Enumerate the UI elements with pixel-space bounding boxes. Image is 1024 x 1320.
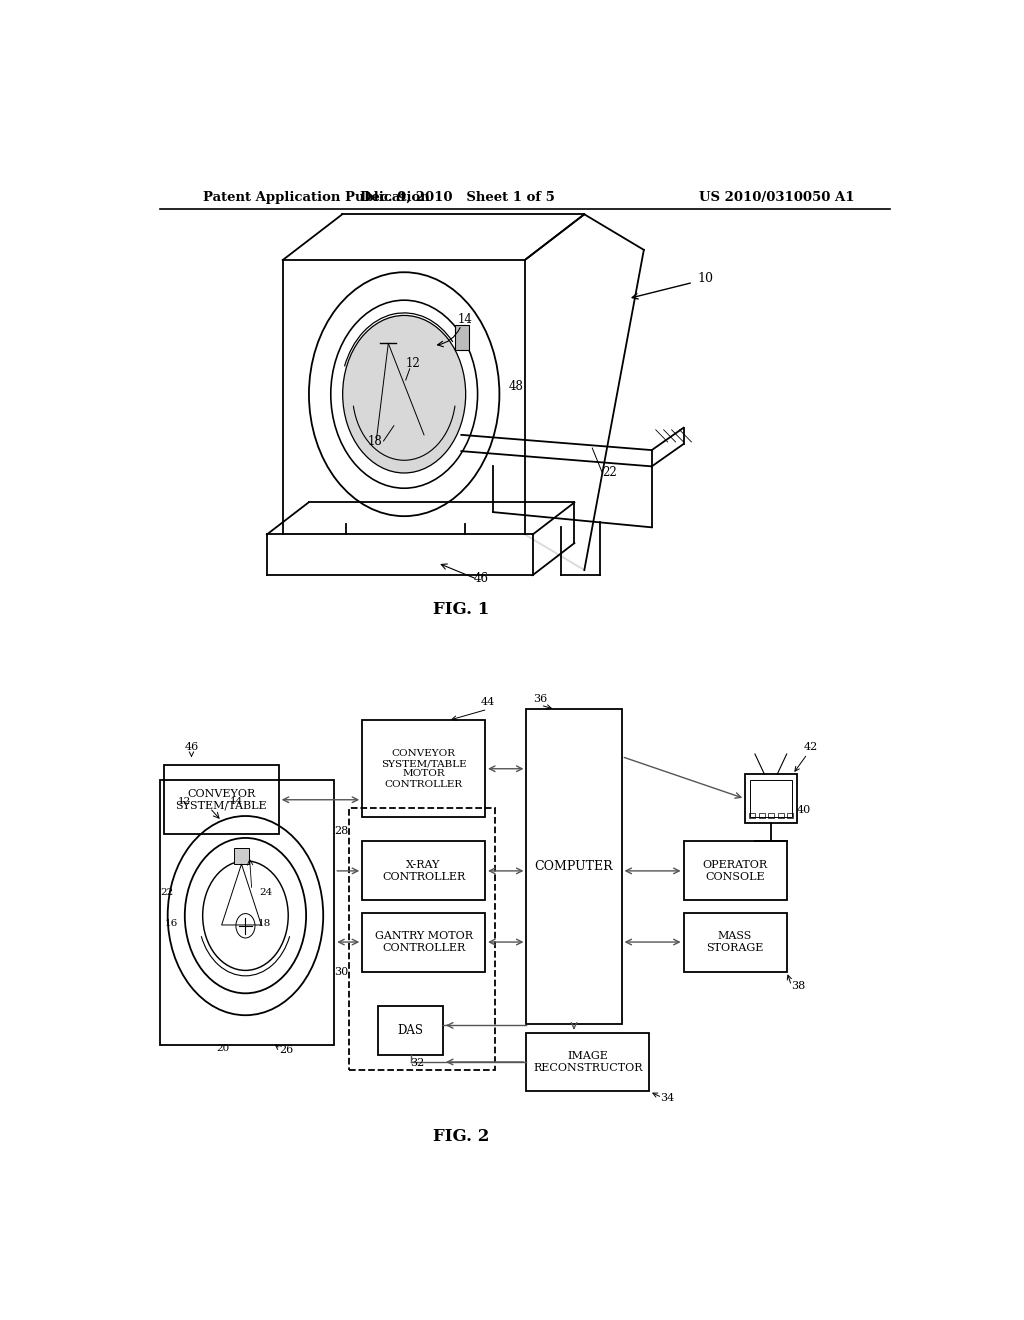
Bar <box>750 780 792 817</box>
Bar <box>164 766 279 834</box>
Text: CONVEYOR
SYSTEM/TABLE
MOTOR
CONTROLLER: CONVEYOR SYSTEM/TABLE MOTOR CONTROLLER <box>381 748 466 789</box>
Bar <box>362 841 485 900</box>
Bar <box>787 813 794 818</box>
Bar <box>455 325 469 351</box>
Text: 38: 38 <box>792 981 806 991</box>
Text: 24: 24 <box>260 888 273 898</box>
Text: Patent Application Publication: Patent Application Publication <box>204 190 430 203</box>
Text: 48: 48 <box>509 380 524 393</box>
Text: 18: 18 <box>368 436 382 447</box>
Bar <box>777 813 784 818</box>
Text: 22: 22 <box>161 888 174 898</box>
Bar <box>526 1032 649 1092</box>
Text: 30: 30 <box>335 966 348 977</box>
Bar <box>768 813 774 818</box>
Text: 28: 28 <box>335 826 348 837</box>
Text: 12: 12 <box>178 797 191 805</box>
Text: 40: 40 <box>797 805 810 814</box>
Text: 34: 34 <box>659 1093 674 1102</box>
Text: US 2010/0310050 A1: US 2010/0310050 A1 <box>699 190 855 203</box>
Text: DAS: DAS <box>397 1024 424 1038</box>
Text: 46: 46 <box>184 742 199 752</box>
Text: 14: 14 <box>458 313 472 326</box>
Text: 26: 26 <box>279 1045 293 1055</box>
Text: 12: 12 <box>406 356 421 370</box>
Text: COMPUTER: COMPUTER <box>535 861 613 874</box>
Bar <box>526 709 622 1024</box>
Text: CONVEYOR
SYSTEM/TABLE: CONVEYOR SYSTEM/TABLE <box>175 789 267 810</box>
Text: FIG. 1: FIG. 1 <box>433 601 489 618</box>
Text: FIG. 2: FIG. 2 <box>433 1127 489 1144</box>
Text: 46: 46 <box>473 573 488 585</box>
Bar <box>378 1006 443 1055</box>
Bar <box>233 847 250 865</box>
Text: 20: 20 <box>217 1044 229 1053</box>
Bar <box>348 808 496 1071</box>
Bar <box>362 912 485 972</box>
Text: 16: 16 <box>165 919 178 928</box>
Text: 10: 10 <box>697 272 714 285</box>
Circle shape <box>203 861 288 970</box>
Text: 18: 18 <box>257 919 270 928</box>
Bar <box>684 912 786 972</box>
Text: 32: 32 <box>411 1059 425 1068</box>
Bar <box>759 813 765 818</box>
Text: 44: 44 <box>480 697 495 708</box>
Bar <box>745 775 797 824</box>
Text: 22: 22 <box>602 466 617 479</box>
Bar <box>684 841 786 900</box>
Bar <box>160 780 334 1044</box>
Text: 36: 36 <box>534 694 548 704</box>
Text: GANTRY MOTOR
CONTROLLER: GANTRY MOTOR CONTROLLER <box>375 931 473 953</box>
Bar <box>362 721 485 817</box>
Text: 14: 14 <box>229 797 243 805</box>
Text: Dec. 9, 2010   Sheet 1 of 5: Dec. 9, 2010 Sheet 1 of 5 <box>359 190 555 203</box>
Ellipse shape <box>343 315 466 473</box>
Text: 42: 42 <box>804 742 817 752</box>
Text: MASS
STORAGE: MASS STORAGE <box>707 931 764 953</box>
Text: OPERATOR
CONSOLE: OPERATOR CONSOLE <box>702 861 768 882</box>
Text: X-RAY
CONTROLLER: X-RAY CONTROLLER <box>382 861 465 882</box>
Text: IMAGE
RECONSTRUCTOR: IMAGE RECONSTRUCTOR <box>534 1051 643 1073</box>
Bar <box>749 813 756 818</box>
